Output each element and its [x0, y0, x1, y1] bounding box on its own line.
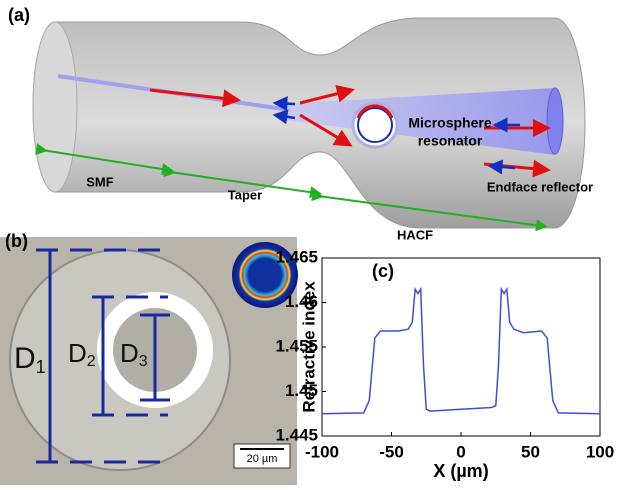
dimension-lines: [35, 143, 548, 232]
panel-label: (a): [8, 5, 30, 25]
fiber-end: [32, 21, 78, 193]
endface: [546, 87, 564, 155]
x-tick-label: 0: [456, 442, 465, 461]
d1-main: D: [14, 342, 36, 375]
taper-label: Taper: [228, 187, 262, 202]
panel-c: (c) X (µm) Refractive index 1.445 1.45 1.4…: [275, 247, 614, 480]
d2-main: D: [68, 338, 87, 368]
sphere-label: Microsphere: [408, 115, 491, 131]
sphere-mode: [357, 107, 393, 143]
sphere-mode-red: [356, 104, 394, 119]
y-tick-label: 1.46: [285, 292, 318, 311]
x-axis-label: X (µm): [433, 461, 488, 481]
y-tick-label: 1.455: [275, 336, 318, 355]
d3-main: D: [120, 338, 139, 368]
mode-inset: [232, 242, 298, 308]
panel-label: (c): [372, 261, 394, 281]
x-tick-label: -50: [379, 442, 404, 461]
x-tick-label: 100: [586, 442, 614, 461]
panel-label: (b): [5, 231, 28, 251]
d1-sub: 1: [36, 357, 46, 377]
y-axis-label: Refractive index: [299, 281, 318, 413]
sphere-label: resonator: [418, 133, 483, 149]
d2-sub: 2: [87, 353, 96, 370]
y-tick-label: 1.465: [275, 247, 318, 266]
diameter-lines: [36, 248, 170, 464]
blue-arrows: [272, 96, 520, 175]
d2-label: D2: [68, 338, 96, 370]
x-tick-label: -100: [305, 442, 339, 461]
y-tick-label: 1.45: [285, 381, 318, 400]
smf-label: SMF: [86, 174, 114, 189]
d1-label: D1: [14, 342, 46, 377]
data-line: [321, 286, 601, 415]
x-tick-label: 50: [521, 442, 540, 461]
microsphere: [351, 101, 399, 149]
d3-sub: 3: [139, 353, 148, 370]
panel-b: (b) D1 D2 D3 20 µm: [0, 231, 298, 485]
hollow-core: [285, 88, 555, 155]
y-tick-label: 1.445: [275, 425, 318, 444]
endface-label: Endface reflector: [487, 179, 593, 194]
hacf-label: HACF: [397, 227, 433, 242]
d3-label: D3: [120, 338, 148, 370]
scale-label: 20 µm: [247, 453, 278, 465]
panel-a: (a) SMF Taper HACF Microsphere resonator…: [8, 5, 593, 243]
